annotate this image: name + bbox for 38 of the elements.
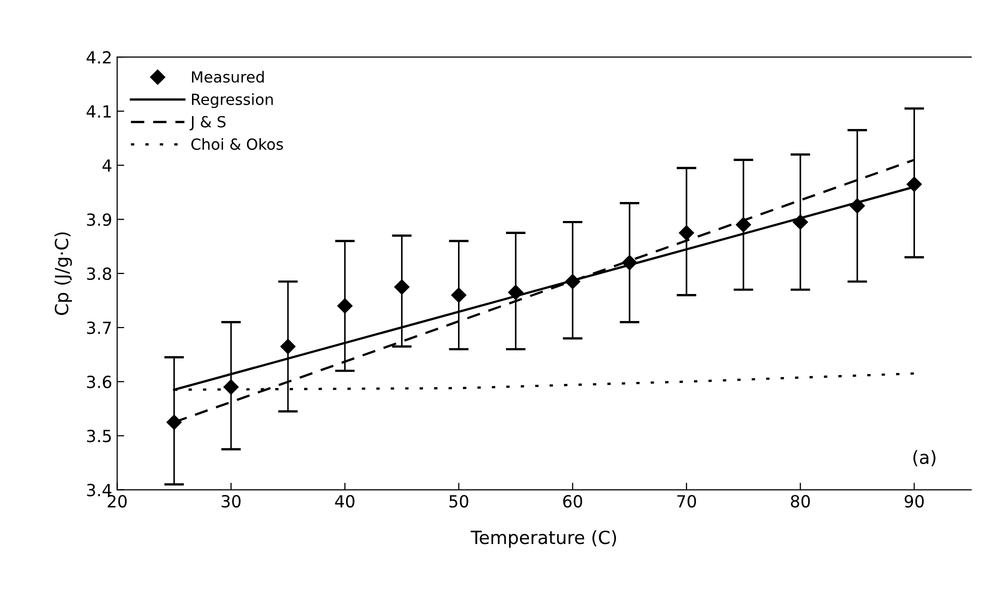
annotation: (a) bbox=[913, 450, 936, 466]
y-tick-label: 3.5 bbox=[87, 430, 111, 442]
legend-label: Choi & Okos bbox=[191, 138, 283, 150]
point bbox=[736, 217, 751, 232]
y-tick-label: 3.8 bbox=[87, 267, 112, 280]
point bbox=[394, 279, 410, 295]
y-tick-label: 3.9 bbox=[87, 213, 112, 226]
x-tick-label: 90 bbox=[904, 494, 924, 508]
point bbox=[451, 288, 466, 303]
y-tick-label: 3.7 bbox=[87, 322, 111, 334]
point bbox=[280, 338, 296, 354]
point bbox=[622, 255, 638, 270]
x-tick-label: 40 bbox=[335, 494, 354, 508]
x-tick-label: 80 bbox=[790, 494, 810, 508]
point bbox=[565, 274, 580, 290]
y-tick-label: 3.4 bbox=[87, 484, 112, 496]
y-tick-label: 4 bbox=[102, 159, 112, 172]
legend-label: Measured bbox=[192, 70, 264, 83]
point bbox=[223, 379, 239, 395]
x-tick-label: 60 bbox=[563, 494, 582, 508]
point bbox=[906, 176, 922, 192]
x-tick-label: 30 bbox=[222, 494, 241, 508]
x-tick-label: 20 bbox=[108, 494, 127, 508]
point bbox=[337, 298, 352, 314]
y-tick-label: 4.2 bbox=[86, 51, 111, 64]
y-tick-label: 4.1 bbox=[86, 105, 111, 118]
point bbox=[508, 284, 524, 300]
x-tick-label: 70 bbox=[677, 494, 696, 508]
legend-label: J & S bbox=[190, 116, 226, 130]
point bbox=[850, 198, 865, 214]
point bbox=[792, 214, 808, 230]
y-axis-title: Cp (J/g·C) bbox=[54, 232, 72, 315]
y-tick-label: 3.6 bbox=[87, 376, 112, 388]
x-axis-title: Temperature (C) bbox=[470, 530, 616, 548]
point bbox=[678, 225, 694, 240]
legend-label: Regression bbox=[192, 93, 273, 108]
point bbox=[166, 414, 182, 430]
x-tick-label: 50 bbox=[449, 494, 468, 508]
